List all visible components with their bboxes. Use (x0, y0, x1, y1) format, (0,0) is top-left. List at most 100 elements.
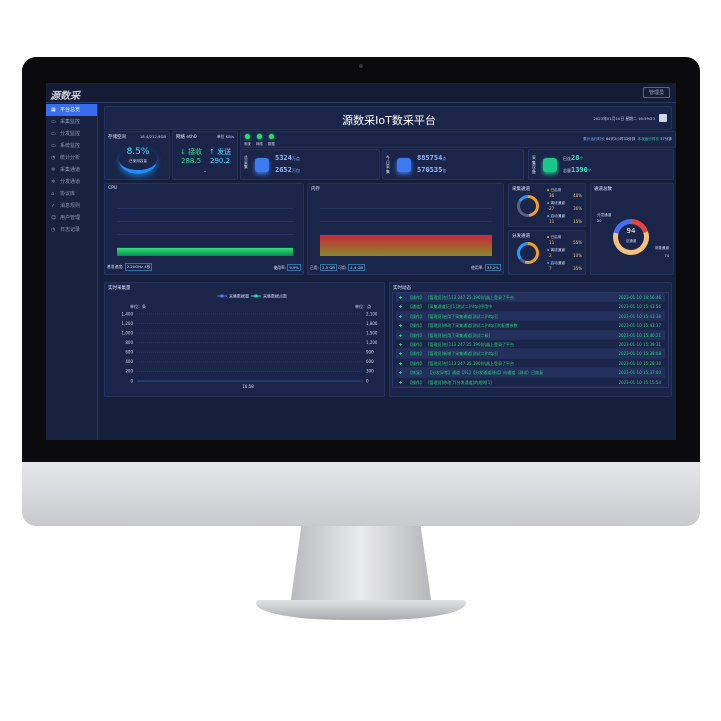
sidebar-item-6[interactable]: ✲ 分发通道 (46, 176, 97, 188)
log-time: 2023-01-10 15:37:00 (618, 370, 661, 376)
status-light-icon (245, 134, 250, 139)
cpu-panel: CPU 基准速度: 2.20GHz 4核 使用率: 9.9% (104, 183, 304, 275)
log-row[interactable]: ✚ 【操作】 [管理员]启用了采集通道[测试二[http]] 2023-01-10 1… (396, 311, 665, 322)
dist-channel-count: 20 (597, 219, 602, 223)
log-row[interactable]: ✚ 【操作】 [管理员]在[113.247.25.190]机器上登录了平台 2023-… (396, 340, 665, 350)
device-icon (255, 158, 269, 172)
channel-row-count: 11 (549, 219, 555, 224)
log-row[interactable]: ✚ 【操作】 [管理员]在[113.247.25.190]机器上登录了平台 2023-… (396, 293, 665, 303)
monitor-base (256, 600, 466, 620)
channel-row-count: 36 (549, 193, 555, 198)
top-bar: 源数采 管理员 (46, 83, 676, 103)
y-tick-left: 1,200 (122, 321, 134, 326)
y-tick-left: 1,000 (122, 330, 134, 335)
stat-value-2: 2652 (275, 166, 292, 174)
stat-label: 今日采集 (386, 155, 390, 174)
stat-label-1: 已连 (563, 156, 571, 161)
stat-value-2: 570535 (417, 166, 443, 174)
stat-unit-2: 个 (587, 168, 592, 173)
channel-row-label: 离线通道 (550, 201, 565, 205)
y-tick-right: 900 (366, 350, 374, 355)
sidebar-item-8[interactable]: ✓ 消息规则 (46, 200, 97, 212)
log-text: [管理员]修改了采集通道[测试二[http]]的配置参数 (428, 323, 518, 329)
sidebar-item-4[interactable]: ◔ 统计分析 (46, 152, 97, 164)
sidebar-item-label: 统计分析 (60, 155, 81, 161)
sidebar-item-9[interactable]: ☺ 用户管理 (46, 212, 97, 224)
x-tick: 16:58 (242, 384, 254, 389)
sidebar-item-5[interactable]: ✲ 采集通道 (46, 164, 97, 176)
cpu-speed: 2.20GHz (126, 264, 143, 269)
gear-icon: ✲ (51, 167, 56, 173)
channel-row-pct: 35% (573, 266, 582, 271)
log-text: [管理员]新增了采集通道[测试二[http]] (428, 351, 498, 357)
camera (359, 64, 363, 68)
status-light-label: 数据 (268, 142, 275, 146)
y-tick-right: 600 (366, 359, 374, 364)
sidebar-item-1[interactable]: ▭ 采集监控 (46, 116, 97, 128)
sidebar-item-10[interactable]: ◷ 日志记录 (46, 224, 97, 236)
sidebar-item-0[interactable]: ▦ 平台总览 (46, 104, 97, 116)
memory-used: 2.5 GB (320, 264, 337, 271)
fullscreen-icon[interactable] (659, 114, 667, 122)
channel-row-pct: 36% (573, 206, 582, 211)
log-panel: 实时动态 ✚ 【操作】 [管理员]在[113.247.25.190]机器上登录了平台… (389, 282, 672, 397)
log-row[interactable]: ✚ 【操作】 [管理员]在[113.247.25.190]机器上登录了平台 2023-… (396, 359, 665, 369)
stat-unit-1: 个 (579, 156, 584, 161)
total-runtime-label: 累计运行时长 (583, 137, 605, 141)
y-label-right: 单位：点 (355, 303, 371, 309)
log-time: 2023-01-10 15:43:38 (618, 313, 661, 319)
title-bar: 源数采IoT数采平台 2023年01月10日 星期二 16:59:23 (104, 106, 672, 130)
log-row[interactable]: ✚ 【通道】 [采集通道]已[1]测试二[http]停用中 2023-01-10 15… (396, 302, 665, 312)
stat-label: 总采集 (244, 155, 248, 169)
log-row[interactable]: ✚ 【操作】 [管理员]修改了[分发通道]的规则[1] 2023-01-10 15:1… (396, 378, 665, 387)
log-time: 2023-01-10 15:15:54 (618, 379, 661, 385)
stat-value-2: 1390 (571, 166, 588, 174)
log-row[interactable]: ✚ 【操作】 [管理员]启用了采集通道[测试二级] 2023-01-10 15:40:… (396, 330, 665, 340)
cpu-grid (117, 196, 293, 258)
memory-free-label: 可用: (338, 265, 347, 270)
legend-marker (220, 294, 224, 298)
log-tag: 【恢复】 (408, 370, 424, 376)
sidebar-item-label: 平台总览 (60, 107, 81, 113)
memory-used-label: 已用: (310, 265, 319, 270)
channel-total-title: 通道总数 (594, 187, 612, 192)
storage-panel: 存储空间 18.4/212.8GB 8.5% 已使用容量 (104, 131, 170, 180)
network-footer: - (204, 168, 207, 175)
log-text: [管理员]在[113.247.25.190]机器上登录了平台 (428, 295, 515, 300)
sidebar-item-7[interactable]: ⌂ 协议库 (46, 188, 97, 200)
status-strip: 系统 网络 数据 累计运行时长 64天2小时33分钟 本次运行时长 57分钟 (240, 131, 676, 148)
channel-title: 分发通道 (512, 234, 530, 239)
sidebar-item-label: 采集监控 (60, 119, 81, 125)
current-runtime: 57分钟 (660, 137, 672, 141)
log-text: 【分发异常】通道【91】【分发通道测试】向通道（测试）已恢复 (428, 370, 544, 376)
y-tick-left: 400 (125, 359, 133, 364)
log-text: [采集通道]已[1]测试二[http]停用中 (428, 304, 493, 310)
log-text: [管理员]在[113.247.25.190]机器上登录了平台 (428, 360, 515, 366)
channel-donut (517, 242, 539, 264)
admin-button[interactable]: 管理员 (642, 87, 670, 98)
stat-label-2: 总量 (563, 168, 571, 173)
sidebar-item-2[interactable]: ▭ 分发监控 (46, 128, 97, 140)
y-tick-left: 0 (130, 378, 133, 383)
collect-channel-count: 74 (664, 254, 669, 258)
log-row[interactable]: ✚ 【操作】 [管理员]修改了采集通道[测试二[http]]的配置参数 2023-01… (396, 321, 665, 331)
stat-label: 采集设备 (532, 155, 536, 174)
log-title: 实时动态 (393, 286, 411, 291)
log-list: ✚ 【操作】 [管理员]在[113.247.25.190]机器上登录了平台 2023-… (392, 292, 669, 388)
channel-row-count: 2 (549, 253, 552, 258)
sidebar-item-3[interactable]: ▭ 系统监控 (46, 140, 97, 152)
channel-row-label: 已启用 (550, 235, 562, 239)
clock-icon: ◷ (51, 227, 56, 233)
log-row[interactable]: ✚ 【恢复】 【分发异常】通道【91】【分发通道测试】向通道（测试）已恢复 2023-… (396, 368, 665, 378)
log-text: [管理员]启用了采集通道[测试二[http]] (428, 313, 498, 319)
log-row[interactable]: ✚ 【操作】 [管理员]新增了采集通道[测试二[http]] 2023-01-10 1… (396, 349, 665, 359)
y-tick-left: 800 (125, 340, 133, 345)
log-text: [管理员]修改了[分发通道]的规则[1] (428, 379, 492, 385)
sidebar-item-label: 系统监控 (60, 143, 81, 149)
memory-title: 内存 (311, 187, 320, 192)
stat-devices: 采集设备 已连28个 总量1390个 (528, 149, 674, 180)
storage-gauge (119, 146, 157, 174)
device-icon (543, 158, 557, 172)
monitor-stand (290, 526, 432, 606)
channel-row-label: 离线通道 (550, 248, 565, 252)
